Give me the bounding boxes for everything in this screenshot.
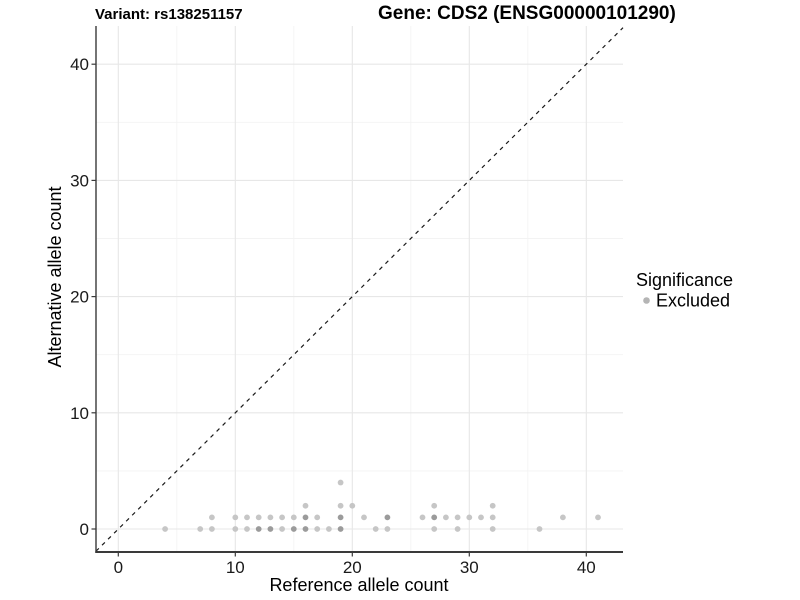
legend-point-icon <box>643 297 650 304</box>
y-axis-tick-labels: 0 10 20 30 40 <box>70 55 89 539</box>
data-point <box>489 514 496 521</box>
x-tick-label: 10 <box>226 558 245 577</box>
data-point <box>162 526 169 532</box>
data-point <box>419 514 426 521</box>
data-point <box>454 526 461 532</box>
data-point <box>244 514 250 521</box>
x-tick-label: 40 <box>577 558 596 577</box>
y-tick-label: 40 <box>70 55 89 74</box>
legend-item-label: Excluded <box>656 291 730 311</box>
data-point <box>372 526 379 532</box>
data-point <box>361 514 367 521</box>
data-point <box>279 514 285 521</box>
data-point <box>197 526 204 532</box>
data-point <box>489 502 496 509</box>
identity-dashed-line <box>95 27 624 552</box>
data-point <box>267 526 274 532</box>
data-point <box>466 514 473 521</box>
legend-title: Significance <box>636 270 733 290</box>
x-axis-tick-labels: 0 10 20 30 40 <box>114 558 596 577</box>
data-point <box>255 526 262 532</box>
variant-title: Variant: rs138251157 <box>95 6 243 23</box>
y-axis-title: Alternative allele count <box>45 186 65 367</box>
data-point <box>443 514 449 521</box>
data-point <box>431 526 438 532</box>
x-axis-title: Reference allele count <box>269 575 448 595</box>
y-tick-label: 0 <box>80 520 89 539</box>
data-point <box>290 526 297 532</box>
data-point <box>209 514 215 521</box>
data-point <box>431 514 438 521</box>
legend: Significance Excluded <box>636 270 733 311</box>
data-point <box>337 526 344 532</box>
data-point <box>314 514 321 521</box>
data-point <box>337 479 344 486</box>
data-point <box>560 514 566 521</box>
data-point <box>478 514 484 521</box>
gridlines-minor <box>96 26 623 552</box>
x-axis-tick-marks <box>117 552 587 557</box>
y-axis-tick-marks <box>91 63 96 530</box>
gridlines-major <box>96 26 623 552</box>
y-tick-label: 10 <box>70 404 89 423</box>
data-point <box>489 526 496 532</box>
data-point <box>595 514 601 521</box>
scatter-points <box>162 479 601 532</box>
data-point <box>302 526 309 532</box>
data-point <box>232 514 239 521</box>
data-point <box>349 502 356 509</box>
data-point <box>290 514 297 521</box>
data-point <box>384 514 391 521</box>
data-point <box>314 526 321 532</box>
x-tick-label: 20 <box>343 558 362 577</box>
data-point <box>431 502 438 509</box>
data-point <box>337 502 344 509</box>
data-point <box>536 526 543 532</box>
data-point <box>337 514 344 521</box>
y-tick-label: 30 <box>70 171 89 190</box>
data-point <box>209 526 215 532</box>
data-point <box>244 526 250 532</box>
data-point <box>267 514 274 521</box>
x-tick-label: 30 <box>460 558 479 577</box>
data-point <box>384 526 391 532</box>
y-tick-label: 20 <box>70 288 89 307</box>
x-tick-label: 0 <box>114 558 123 577</box>
data-point <box>255 514 262 521</box>
data-point <box>326 526 332 532</box>
data-point <box>232 526 239 532</box>
data-point <box>454 514 461 521</box>
data-point <box>279 526 285 532</box>
gene-title: Gene: CDS2 (ENSG00000101290) <box>378 3 676 24</box>
data-point <box>302 514 309 521</box>
data-point <box>302 502 309 509</box>
